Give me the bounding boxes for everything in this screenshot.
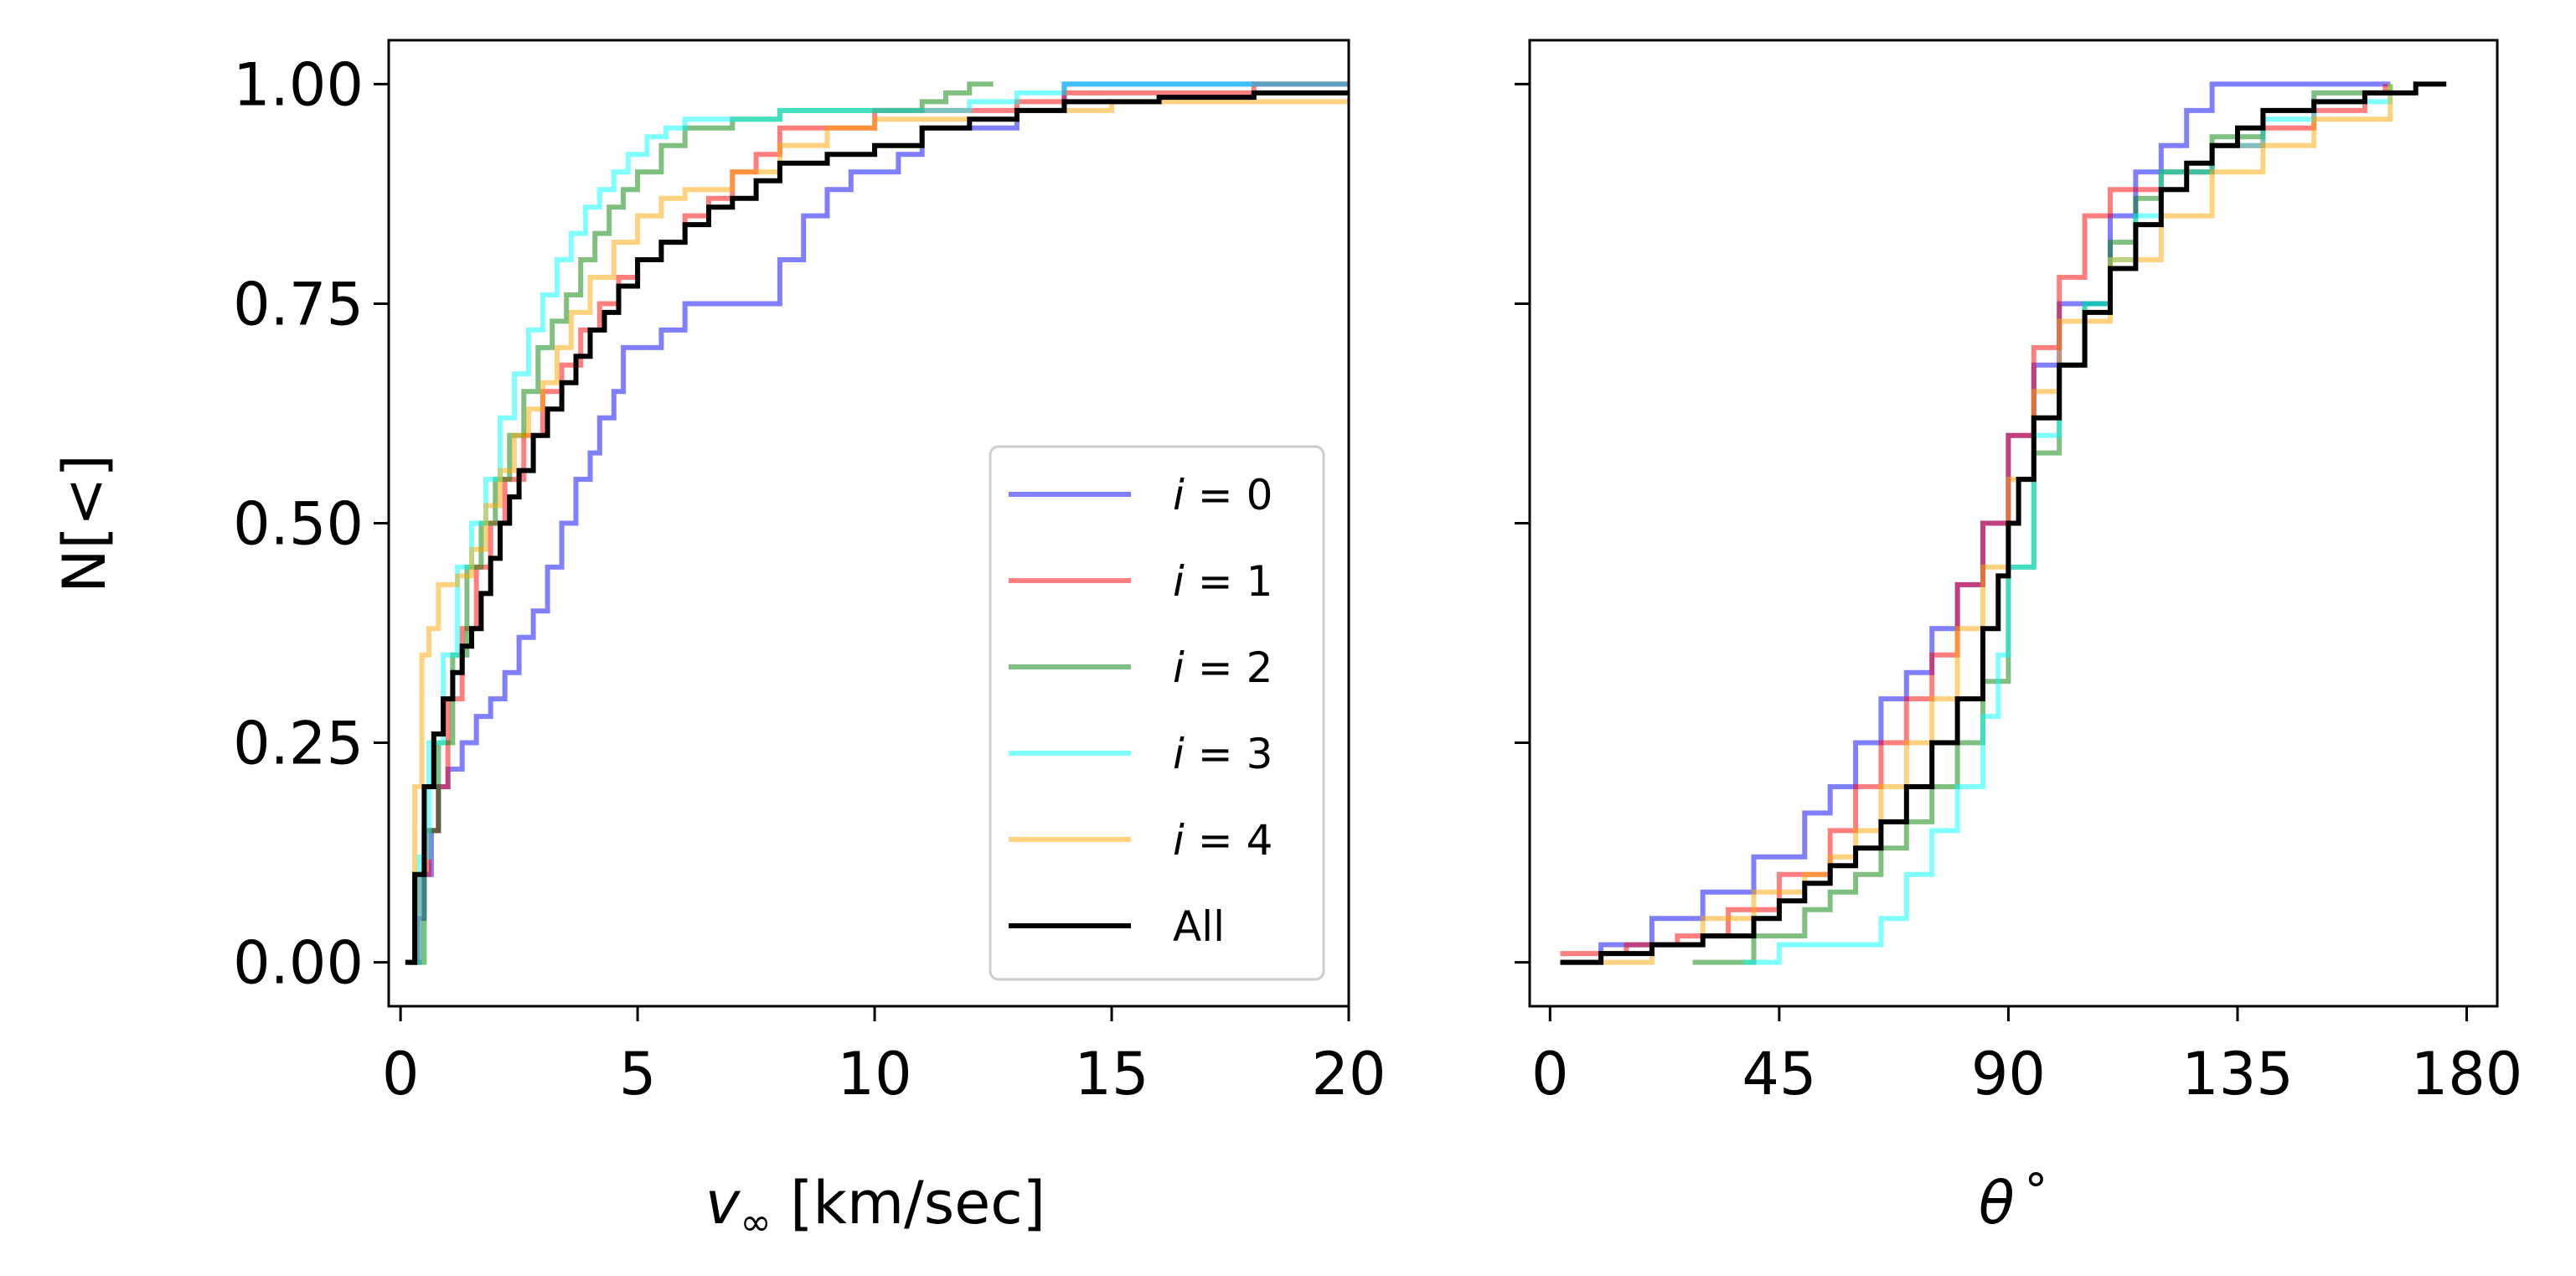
x-label-variable: v bbox=[705, 1169, 741, 1237]
left-series-group bbox=[405, 81, 1349, 965]
series-line-1-5 bbox=[1560, 81, 2447, 965]
y-tick-label: 0.50 bbox=[233, 490, 364, 559]
series-line-0-3 bbox=[410, 81, 1349, 965]
legend-eq: = 1 bbox=[1185, 557, 1273, 606]
right-ticks: 0 45 90 135 180 bbox=[1515, 82, 2523, 1108]
x-tick-label: 90 bbox=[1971, 1040, 2046, 1108]
legend-label: i = 1 bbox=[1173, 557, 1273, 606]
left-panel: 0 5 10 15 20 0.00 0.25 0.50 0.75 1.00 N[<] v∞ [km… bbox=[50, 39, 1386, 1244]
x-tick-label: 5 bbox=[619, 1040, 657, 1108]
y-tick-label: 1.00 bbox=[233, 50, 364, 119]
x-tick-label: 180 bbox=[2411, 1040, 2523, 1108]
legend-label: i = 0 bbox=[1173, 471, 1273, 519]
x-tick-label: 0 bbox=[382, 1040, 420, 1108]
legend-eq: = 3 bbox=[1185, 730, 1273, 778]
x-tick-label: 20 bbox=[1311, 1040, 1386, 1108]
x-label-unit: [km/sec] bbox=[772, 1169, 1045, 1237]
legend-label: All bbox=[1173, 902, 1225, 951]
degree-symbol: ° bbox=[2025, 1164, 2048, 1217]
y-tick-label: 0.00 bbox=[233, 929, 364, 998]
legend-var: i bbox=[1173, 557, 1185, 606]
legend-var: i bbox=[1173, 643, 1185, 692]
legend-var: i bbox=[1173, 730, 1185, 778]
x-tick-label: 15 bbox=[1074, 1040, 1149, 1108]
x-tick-label: 10 bbox=[838, 1040, 912, 1108]
legend-label: i = 2 bbox=[1173, 643, 1273, 692]
x-label-subscript: ∞ bbox=[740, 1200, 772, 1244]
left-x-axis-label: v∞ [km/sec] bbox=[705, 1169, 1045, 1244]
legend-eq: All bbox=[1173, 902, 1225, 951]
x-tick-label: 0 bbox=[1531, 1040, 1569, 1108]
right-x-axis-label: θ ° bbox=[1979, 1164, 2047, 1237]
theta-symbol: θ bbox=[1979, 1169, 2015, 1237]
legend-eq: = 2 bbox=[1185, 643, 1273, 692]
left-y-axis-label: N[<] bbox=[50, 454, 119, 593]
x-tick-label: 45 bbox=[1742, 1040, 1816, 1108]
legend-frame bbox=[989, 445, 1325, 981]
legend-var: i bbox=[1173, 471, 1185, 519]
series-line-0-5 bbox=[405, 90, 1349, 965]
legend-eq: = 4 bbox=[1185, 816, 1273, 865]
legend-label: i = 3 bbox=[1173, 730, 1273, 778]
x-tick-label: 135 bbox=[2181, 1040, 2294, 1108]
y-tick-label: 0.25 bbox=[233, 710, 364, 778]
legend-var: i bbox=[1173, 816, 1185, 865]
series-line-0-4 bbox=[407, 99, 1349, 965]
y-tick-label: 0.75 bbox=[233, 270, 364, 338]
left-ticks: 0 5 10 15 20 0.00 0.25 0.50 0.75 1.00 bbox=[233, 50, 1386, 1108]
legend-label: i = 4 bbox=[1173, 816, 1273, 865]
legend-eq: = 0 bbox=[1185, 471, 1273, 519]
series-line-1-4 bbox=[1560, 84, 2393, 965]
series-line-0-0 bbox=[410, 81, 1349, 965]
right-panel: 0 45 90 135 180 θ ° bbox=[1515, 39, 2523, 1237]
right-series-group bbox=[1560, 81, 2447, 965]
